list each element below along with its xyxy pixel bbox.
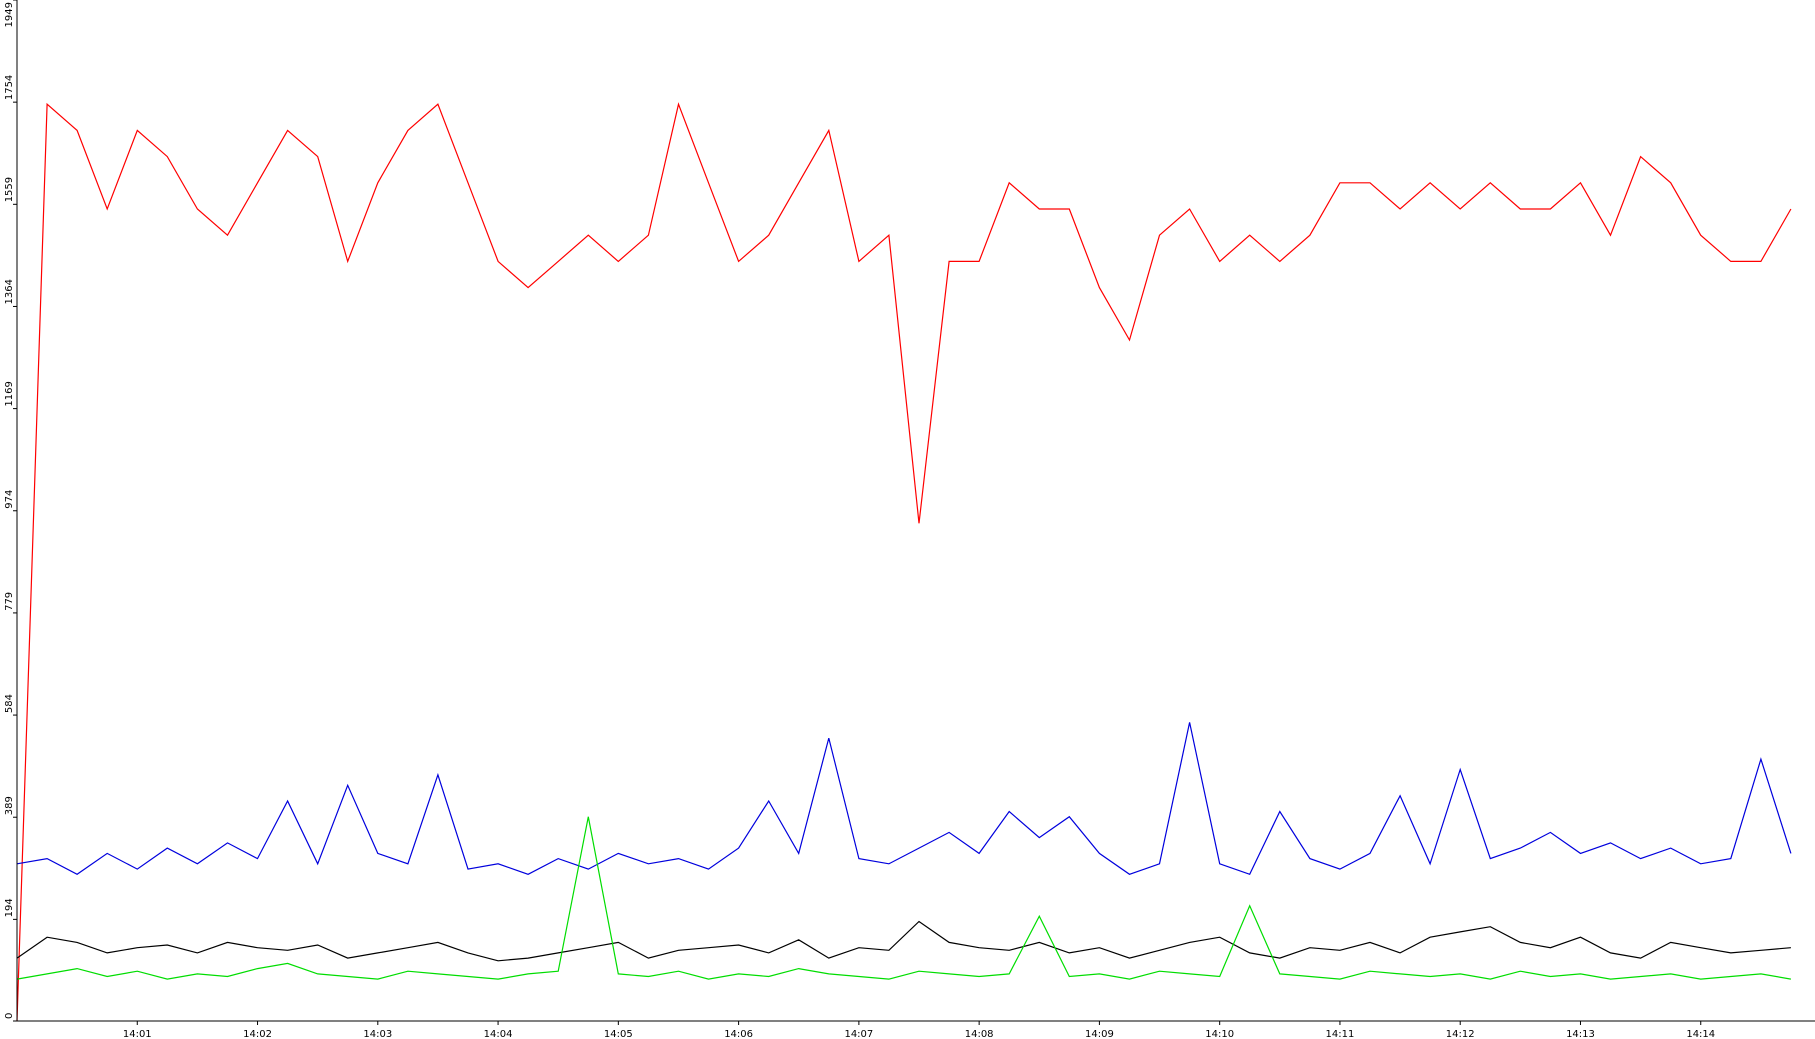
x-tick-label: 14:09 [1085,1029,1114,1039]
series-line [16,816,1792,980]
y-tick-label: 1949 [4,2,15,27]
y-tick-label: 1169 [4,381,15,406]
x-tick-label: 14:06 [724,1029,753,1039]
y-tick-label: 1559 [4,177,15,202]
y-tick-label: 0 [4,1013,15,1019]
series-line [16,102,1792,1022]
series-line [16,722,1792,876]
series-line [16,920,1791,962]
x-tick-label: 14:05 [604,1029,633,1039]
y-tick-label: 1754 [4,75,15,100]
x-tick-label: 14:07 [844,1029,873,1039]
x-tick-label: 14:11 [1326,1029,1355,1039]
y-tick-label: 194 [4,898,15,917]
x-tick-label: 14:04 [484,1029,513,1039]
x-tick-label: 14:14 [1686,1029,1715,1039]
x-tick-label: 14:12 [1446,1029,1475,1039]
x-tick-label: 14:10 [1205,1029,1234,1039]
y-tick-label: 389 [4,796,15,815]
x-tick-label: 14:03 [363,1029,392,1039]
y-tick-label: 1364 [4,279,15,304]
x-tick-label: 14:02 [243,1029,272,1039]
y-tick-label: 779 [4,592,15,611]
x-tick-label: 14:08 [965,1029,994,1039]
y-tick-label: 584 [4,694,15,713]
x-tick-label: 14:01 [123,1029,152,1039]
y-tick-label: 974 [4,490,15,509]
x-tick-label: 14:13 [1566,1029,1595,1039]
